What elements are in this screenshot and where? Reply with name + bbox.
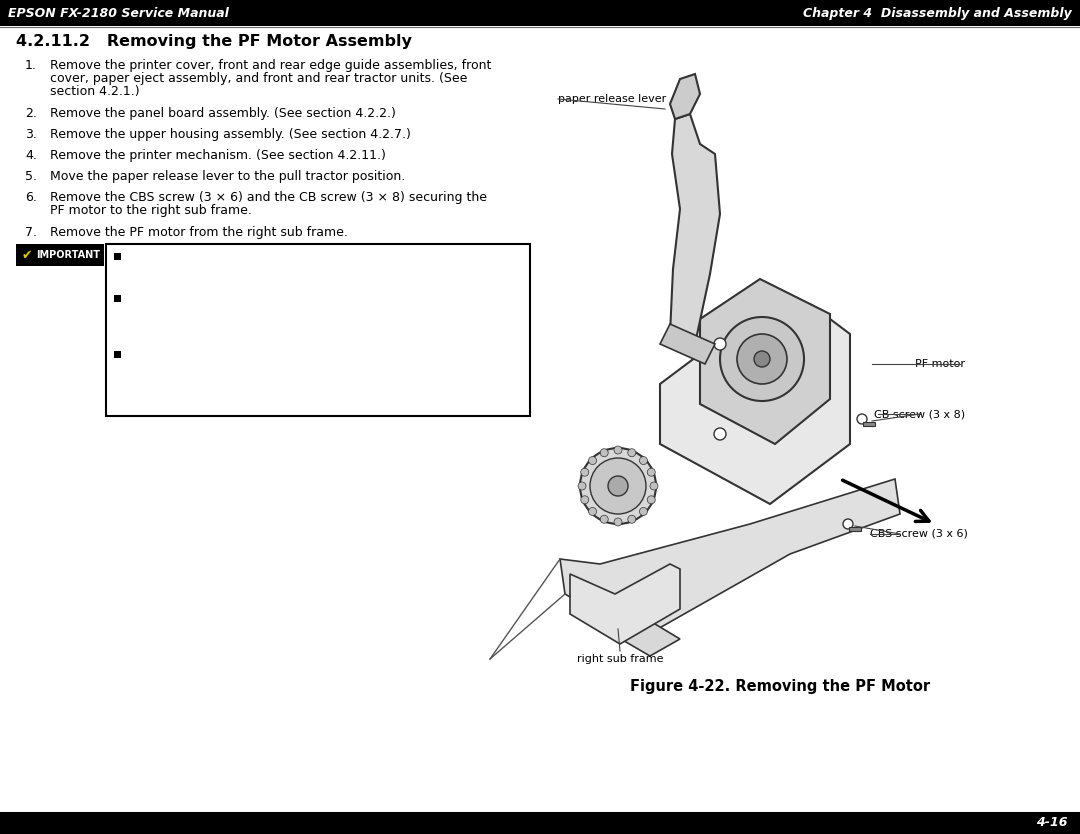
Polygon shape xyxy=(561,479,900,639)
Circle shape xyxy=(627,449,636,457)
Text: 3.: 3. xyxy=(25,128,37,141)
Text: screws is 0.8 - 1.0 Nm (8 - 10 Kgf-cm).: screws is 0.8 - 1.0 Nm (8 - 10 Kgf-cm). xyxy=(126,364,379,377)
Circle shape xyxy=(589,507,596,515)
Bar xyxy=(114,351,121,358)
Polygon shape xyxy=(670,74,700,119)
Circle shape xyxy=(580,448,656,524)
Circle shape xyxy=(600,449,608,457)
Text: 4.: 4. xyxy=(25,149,37,162)
Circle shape xyxy=(589,456,596,465)
Text: 1.: 1. xyxy=(25,59,37,72)
Text: section 4.2.1.): section 4.2.1.) xyxy=(50,85,139,98)
Circle shape xyxy=(858,414,867,424)
Text: The tightening torque for the CB and CBS: The tightening torque for the CB and CBS xyxy=(126,352,402,365)
Text: Before attaching the PF motor to the right sub: Before attaching the PF motor to the rig… xyxy=(126,254,436,267)
Circle shape xyxy=(639,456,647,465)
Circle shape xyxy=(647,495,656,504)
Text: PF motor: PF motor xyxy=(915,359,966,369)
Text: Remove the CBS screw (3 × 6) and the CB screw (3 × 8) securing the: Remove the CBS screw (3 × 6) and the CB … xyxy=(50,191,487,204)
Circle shape xyxy=(615,518,622,526)
Circle shape xyxy=(843,519,853,529)
Bar xyxy=(849,527,861,531)
Text: The CB screw (3 × 8) is used to secure the: The CB screw (3 × 8) is used to secure t… xyxy=(126,296,407,309)
Text: Move the paper release lever to the pull tractor position.: Move the paper release lever to the pull… xyxy=(50,170,405,183)
Text: Remove the PF motor from the right sub frame.: Remove the PF motor from the right sub f… xyxy=(50,226,348,239)
Circle shape xyxy=(590,458,646,514)
Bar xyxy=(114,253,121,260)
Circle shape xyxy=(737,334,787,384)
Text: Remove the panel board assembly. (See section 4.2.2.): Remove the panel board assembly. (See se… xyxy=(50,107,396,120)
Text: 5.: 5. xyxy=(25,170,37,183)
Circle shape xyxy=(650,482,658,490)
Polygon shape xyxy=(700,279,831,444)
Circle shape xyxy=(714,338,726,350)
Text: 7.: 7. xyxy=(25,226,37,239)
Circle shape xyxy=(720,317,804,401)
Text: CBS screw (3 x 6): CBS screw (3 x 6) xyxy=(870,529,968,539)
Text: 4.2.11.2   Removing the PF Motor Assembly: 4.2.11.2 Removing the PF Motor Assembly xyxy=(16,34,411,49)
Circle shape xyxy=(647,468,656,476)
Text: paper release lever: paper release lever xyxy=(558,94,666,104)
Text: cover, paper eject assembly, and front and rear tractor units. (See: cover, paper eject assembly, and front a… xyxy=(50,72,468,85)
Polygon shape xyxy=(595,606,680,656)
Text: IMPORTANT: IMPORTANT xyxy=(36,250,100,260)
Bar xyxy=(0,812,1080,834)
Circle shape xyxy=(581,468,589,476)
Text: tractor position (full release position).: tractor position (full release position)… xyxy=(126,278,381,291)
Circle shape xyxy=(639,507,647,515)
Text: EPSON FX-2180 Service Manual: EPSON FX-2180 Service Manual xyxy=(8,7,229,19)
Text: (3 × 6) is used to secure the lower part of the PF: (3 × 6) is used to secure the lower part… xyxy=(126,320,451,333)
Bar xyxy=(863,422,875,426)
Text: 6.: 6. xyxy=(25,191,37,204)
Text: Chapter 4  Disassembly and Assembly: Chapter 4 Disassembly and Assembly xyxy=(804,7,1072,19)
Polygon shape xyxy=(660,304,850,504)
Text: CB screw (3 x 8): CB screw (3 x 8) xyxy=(874,409,966,419)
Text: 4-16: 4-16 xyxy=(1037,816,1068,830)
Circle shape xyxy=(615,446,622,454)
Text: motor.: motor. xyxy=(126,332,168,345)
Bar xyxy=(16,244,104,266)
Bar xyxy=(106,244,530,416)
Text: Remove the upper housing assembly. (See section 4.2.7.): Remove the upper housing assembly. (See … xyxy=(50,128,410,141)
Text: Remove the printer mechanism. (See section 4.2.11.): Remove the printer mechanism. (See secti… xyxy=(50,149,386,162)
Text: frame, set the paper release lever to the pull: frame, set the paper release lever to th… xyxy=(126,266,426,279)
Text: upper part of the PF motor. The CBS screw: upper part of the PF motor. The CBS scre… xyxy=(126,308,409,321)
Text: right sub frame: right sub frame xyxy=(577,654,663,664)
Polygon shape xyxy=(670,114,720,344)
Bar xyxy=(0,0,1080,26)
Text: PF motor to the right sub frame.: PF motor to the right sub frame. xyxy=(50,204,252,217)
Circle shape xyxy=(608,476,627,496)
Polygon shape xyxy=(660,324,715,364)
Circle shape xyxy=(714,428,726,440)
Circle shape xyxy=(600,515,608,523)
Circle shape xyxy=(754,351,770,367)
Text: Figure 4-22. Removing the PF Motor: Figure 4-22. Removing the PF Motor xyxy=(630,679,930,694)
Circle shape xyxy=(581,495,589,504)
Circle shape xyxy=(578,482,586,490)
Text: 2.: 2. xyxy=(25,107,37,120)
Circle shape xyxy=(627,515,636,523)
Polygon shape xyxy=(570,564,680,644)
Text: Remove the printer cover, front and rear edge guide assemblies, front: Remove the printer cover, front and rear… xyxy=(50,59,491,72)
Bar xyxy=(114,295,121,302)
Text: ✔: ✔ xyxy=(22,249,32,262)
